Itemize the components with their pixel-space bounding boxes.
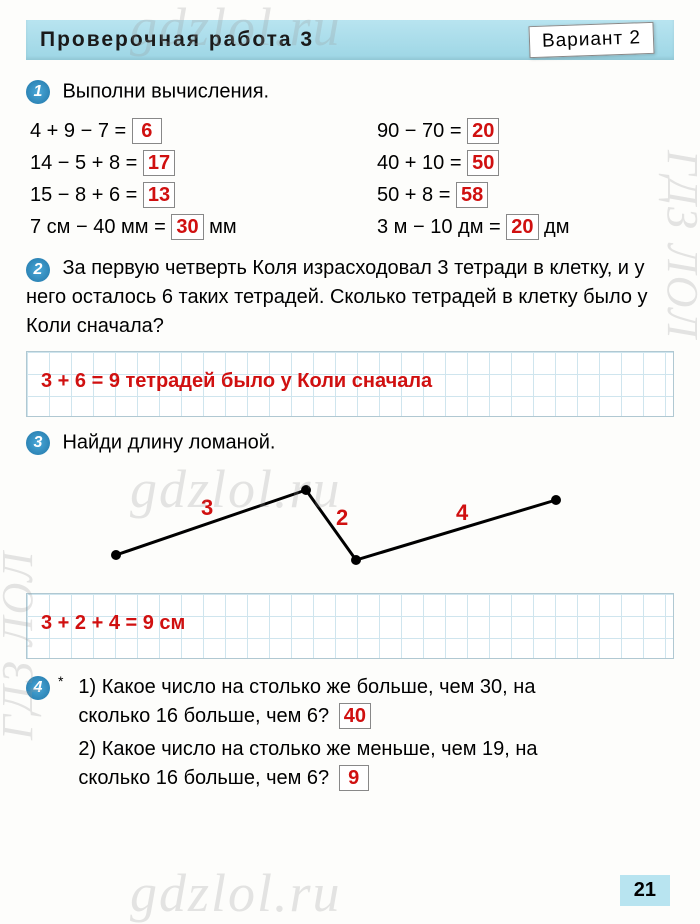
calc-r0: 90 − 70 = 20	[377, 118, 674, 144]
task-2-answer: 3 + 6 = 9 тетрадей было у Коли сначала	[41, 370, 432, 392]
task-3: 3 Найди длину ломаной.	[26, 431, 674, 455]
ans-r2: 58	[456, 182, 488, 208]
calc-r1: 40 + 10 = 50	[377, 150, 674, 176]
task-4: 4 * 1) Какое число на столько же больше, …	[26, 673, 674, 797]
task-3-prompt: Найди длину ломаной.	[62, 432, 275, 454]
task-3-answer: 3 + 2 + 4 = 9 см	[41, 612, 185, 634]
ans-r0: 20	[467, 118, 499, 144]
task-4-q2: 2) Какое число на столько же меньше, чем…	[78, 735, 658, 793]
page-number: 21	[620, 875, 670, 906]
calc-l0: 4 + 9 − 7 = 6	[30, 118, 327, 144]
watermark-bot: gdzlol.ru	[130, 862, 342, 924]
task-1-badge: 1	[26, 80, 50, 104]
polyline-dot	[351, 555, 361, 565]
polyline-dot	[301, 485, 311, 495]
seg-label-1: 2	[336, 505, 348, 531]
ans-l2: 13	[143, 182, 175, 208]
task-4-star: *	[58, 673, 63, 689]
calc-r2: 50 + 8 = 58	[377, 182, 674, 208]
polyline-dot	[551, 495, 561, 505]
task-2: 2 За первую четверть Коля израсходовал 3…	[26, 254, 674, 341]
calc-r3: 3 м − 10 дм = 20 дм	[377, 214, 674, 240]
ans-r3: 20	[506, 214, 538, 240]
task-3-answer-box: 3 + 2 + 4 = 9 см	[26, 593, 674, 659]
task-1-prompt: Выполни вычисления.	[62, 81, 269, 103]
variant-box: Вариант 2	[528, 22, 654, 58]
task-2-answer-box: 3 + 6 = 9 тетрадей было у Коли сначала	[26, 351, 674, 417]
ans-l3: 30	[171, 214, 203, 240]
polyline-dot	[111, 550, 121, 560]
header-title: Проверочная работа 3	[40, 28, 314, 52]
task-3-badge: 3	[26, 431, 50, 455]
ans-r1: 50	[467, 150, 499, 176]
task-4-badge: 4	[26, 676, 50, 700]
task-2-badge: 2	[26, 258, 50, 282]
ans-l0: 6	[132, 118, 162, 144]
task-1: 1 Выполни вычисления.	[26, 80, 674, 104]
seg-label-2: 4	[456, 500, 468, 526]
calc-l2: 15 − 8 + 6 = 13	[30, 182, 327, 208]
task-4-q2-ans: 9	[339, 765, 369, 791]
task-2-prompt: За первую четверть Коля израсходовал 3 т…	[26, 257, 648, 337]
calc-l1: 14 − 5 + 8 = 17	[30, 150, 327, 176]
seg-label-0: 3	[201, 495, 213, 521]
ans-l1: 17	[143, 150, 175, 176]
task-4-q1-ans: 40	[339, 703, 371, 729]
page: Проверочная работа 3 Вариант 2 1 Выполни…	[0, 0, 700, 817]
polyline-diagram: 3 2 4	[26, 465, 674, 585]
header-bar: Проверочная работа 3 Вариант 2	[26, 20, 674, 60]
task-4-q1: 1) Какое число на столько же больше, чем…	[78, 673, 658, 731]
calc-l3: 7 см − 40 мм = 30 мм	[30, 214, 327, 240]
calc-grid: 4 + 9 − 7 = 6 90 − 70 = 20 14 − 5 + 8 = …	[30, 118, 674, 240]
